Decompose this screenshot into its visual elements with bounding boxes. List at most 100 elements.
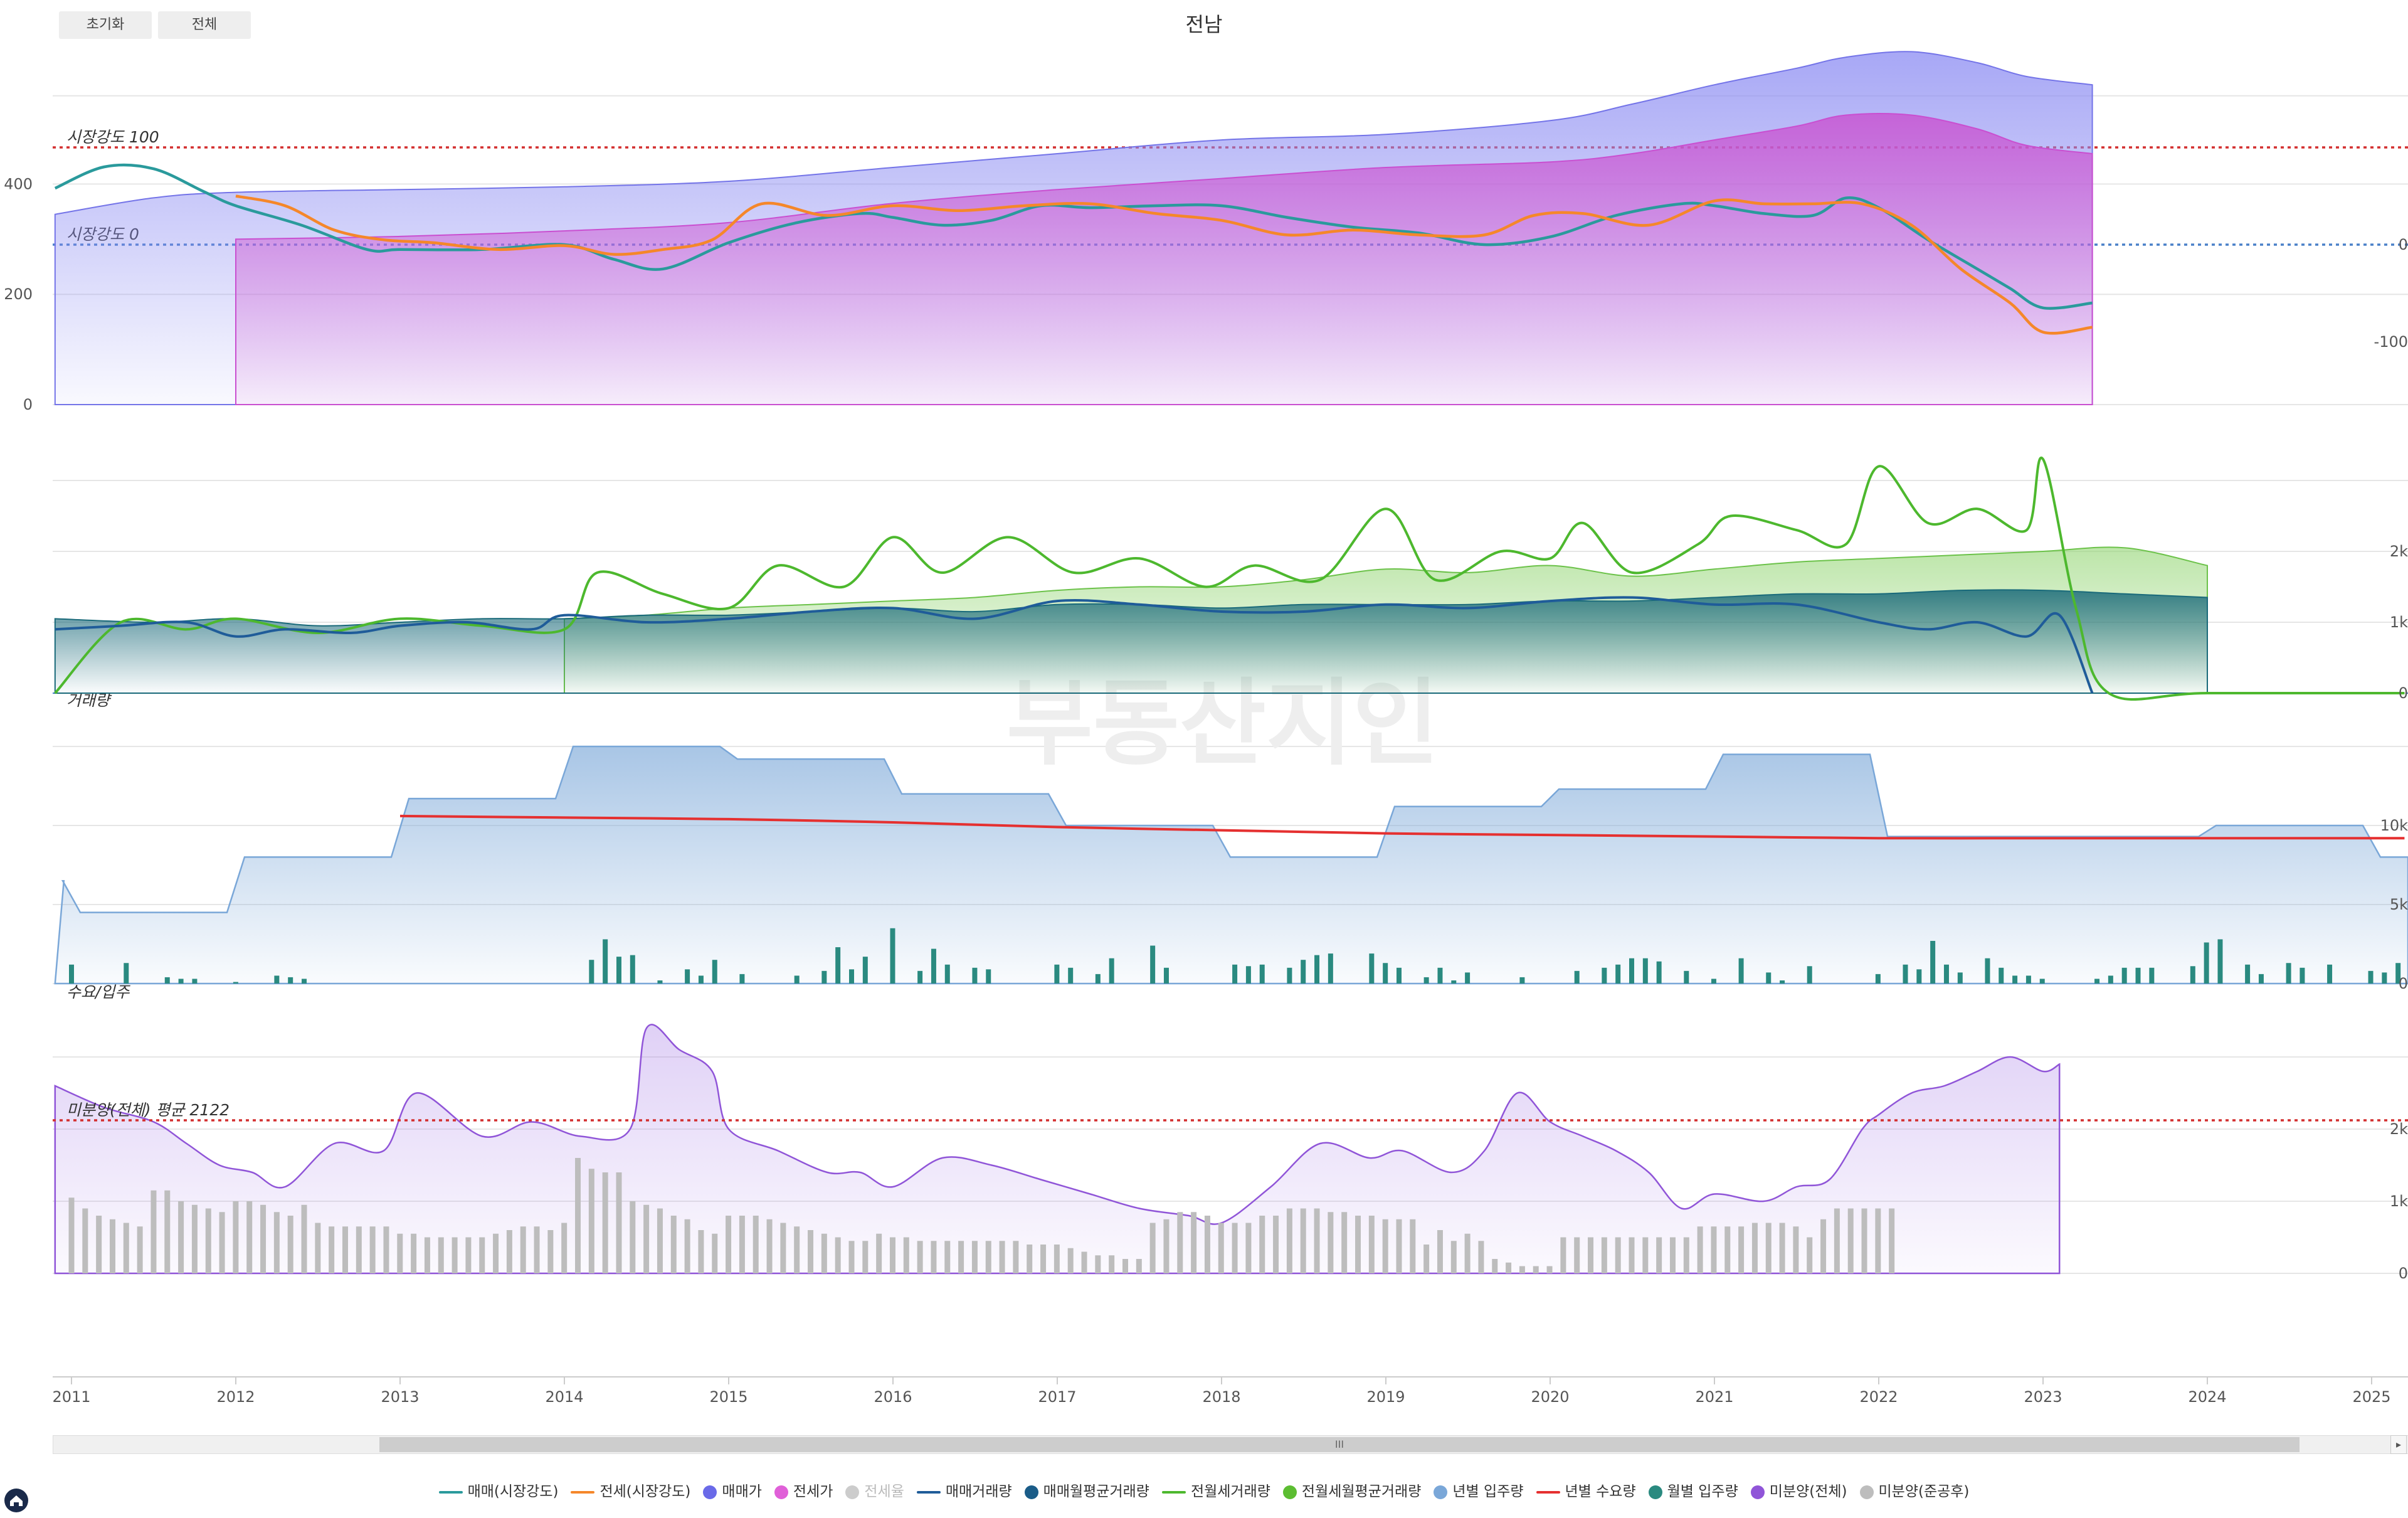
bar-monthly-supply: [2108, 975, 2113, 984]
legend-item[interactable]: 매매거래량: [916, 1479, 1012, 1500]
view-all-button[interactable]: 전체: [158, 11, 251, 39]
bar-unsold-completed: [1067, 1248, 1074, 1273]
bar-unsold-completed: [561, 1223, 568, 1273]
bar-monthly-supply: [1615, 964, 1621, 984]
legend-marker: [438, 1490, 463, 1494]
bar-unsold-completed: [1245, 1223, 1252, 1273]
bar-monthly-supply: [2245, 964, 2251, 984]
bar-monthly-supply: [2368, 970, 2374, 984]
bar-unsold-completed: [1040, 1245, 1047, 1273]
bar-monthly-supply: [712, 960, 717, 984]
legend-item[interactable]: 월별 입주량: [1648, 1479, 1738, 1500]
x-tick-label: 2020: [1531, 1388, 1569, 1406]
legend-item[interactable]: 미분양(전체): [1750, 1479, 1847, 1500]
reset-button[interactable]: 초기화: [59, 11, 152, 39]
bar-monthly-supply: [1451, 980, 1457, 984]
legend-label: 년별 수요량: [1565, 1484, 1636, 1500]
legend-item[interactable]: 미분양(준공후): [1859, 1479, 1970, 1500]
legend-item[interactable]: 매매(시장강도): [438, 1479, 558, 1500]
legend-label: 미분양(준공후): [1878, 1484, 1970, 1500]
bar-unsold-completed: [602, 1172, 608, 1273]
legend-item[interactable]: 년별 수요량: [1536, 1479, 1636, 1500]
bar-monthly-supply: [1369, 953, 1375, 984]
bar-unsold-completed: [1259, 1216, 1265, 1273]
bar-unsold-completed: [889, 1237, 895, 1273]
bar-monthly-supply: [2012, 975, 2018, 984]
legend-label: 매매거래량: [945, 1484, 1012, 1500]
bar-monthly-supply: [972, 967, 978, 984]
bar-monthly-supply: [1423, 977, 1429, 984]
bar-monthly-supply: [685, 969, 690, 984]
bar-monthly-supply: [698, 975, 704, 984]
bar-unsold-completed: [1273, 1216, 1279, 1273]
bar-unsold-completed: [1807, 1237, 1813, 1273]
bar-monthly-supply: [1602, 967, 1607, 984]
legend-marker: [1024, 1485, 1038, 1499]
bar-unsold-completed: [1122, 1259, 1128, 1273]
legend-item[interactable]: 매매가: [703, 1479, 762, 1500]
bar-unsold-completed: [520, 1226, 526, 1273]
series-line-sale-strength: [54, 163, 2093, 310]
scrollbar-thumb[interactable]: III: [379, 1437, 2300, 1452]
bar-monthly-supply: [821, 970, 827, 984]
bar-unsold-completed: [1191, 1212, 1197, 1273]
reference-label: 미분양(전체) 평균 2122: [66, 1101, 230, 1119]
bar-unsold-completed: [547, 1230, 554, 1273]
bar-monthly-supply: [1642, 958, 1648, 984]
scrollbar-grip[interactable]: III: [1334, 1438, 1344, 1450]
x-tick-label: 2024: [2188, 1388, 2226, 1406]
legend-marker: [571, 1490, 595, 1494]
bar-unsold-completed: [739, 1216, 745, 1273]
legend-item[interactable]: 전세(시장강도): [571, 1479, 690, 1500]
bar-unsold-completed: [1177, 1212, 1183, 1273]
bar-monthly-supply: [2204, 942, 2209, 984]
legend-label: 전세율: [864, 1484, 904, 1500]
legend-item[interactable]: 전세율: [845, 1479, 904, 1500]
bar-monthly-supply: [1684, 970, 1689, 984]
bar-monthly-supply: [1314, 955, 1320, 984]
y-right-tick-label: 0: [2399, 684, 2408, 702]
panel-label: 거래량: [66, 691, 112, 709]
bar-unsold-completed: [1560, 1237, 1566, 1273]
bar-unsold-completed: [68, 1197, 75, 1273]
legend-marker: [1434, 1485, 1448, 1499]
bar-unsold-completed: [1355, 1216, 1361, 1273]
bar-unsold-completed: [1738, 1226, 1745, 1273]
bar-unsold-completed: [575, 1158, 581, 1273]
legend-label: 월별 입주량: [1667, 1484, 1738, 1500]
bar-unsold-completed: [260, 1204, 267, 1273]
bar-monthly-supply: [1656, 961, 1662, 984]
bar-unsold-completed: [971, 1241, 978, 1273]
bar-unsold-completed: [1300, 1208, 1306, 1273]
bar-unsold-completed: [1519, 1266, 1525, 1273]
bar-monthly-supply: [1245, 966, 1251, 984]
home-icon[interactable]: [4, 1488, 29, 1513]
bar-monthly-supply: [1437, 967, 1443, 984]
bar-unsold-completed: [452, 1237, 458, 1273]
bar-unsold-completed: [315, 1223, 321, 1273]
bar-monthly-supply: [2094, 979, 2100, 984]
time-scrollbar[interactable]: III: [53, 1435, 2408, 1454]
bar-monthly-supply: [1574, 970, 1580, 984]
bar-monthly-supply: [1163, 967, 1169, 984]
bar-monthly-supply: [616, 957, 621, 984]
legend-item[interactable]: 전월세월평균거래량: [1282, 1479, 1422, 1500]
bar-unsold-completed: [534, 1226, 540, 1273]
bar-monthly-supply: [1301, 960, 1306, 984]
legend-marker: [1536, 1490, 1560, 1494]
bar-unsold-completed: [1149, 1223, 1156, 1273]
legend-item[interactable]: 매매월평균거래량: [1024, 1479, 1149, 1500]
bar-unsold-completed: [1341, 1212, 1348, 1273]
bar-unsold-completed: [1601, 1237, 1607, 1273]
legend-item[interactable]: 전세가: [774, 1479, 833, 1500]
bar-unsold-completed: [780, 1223, 786, 1273]
bar-monthly-supply: [917, 970, 923, 984]
scroll-right-arrow[interactable]: ▸: [2390, 1435, 2407, 1454]
bar-unsold-completed: [1574, 1237, 1580, 1273]
bar-monthly-supply: [2039, 979, 2045, 984]
bar-monthly-supply: [192, 979, 198, 984]
legend-item[interactable]: 전월세거래량: [1161, 1479, 1270, 1500]
legend-label: 전월세월평균거래량: [1301, 1484, 1422, 1500]
legend-item[interactable]: 년별 입주량: [1434, 1479, 1524, 1500]
